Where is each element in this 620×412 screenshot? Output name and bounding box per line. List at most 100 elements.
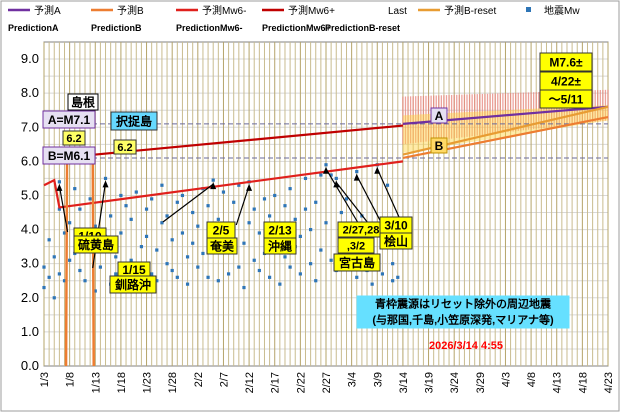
x-tick-label: 4/3 <box>500 372 512 387</box>
band-b-fill <box>402 105 608 153</box>
earthquake-point <box>139 245 144 249</box>
legend-mw6-minus-label: 予測Mw6- <box>202 4 246 17</box>
earthquake-point <box>319 173 323 177</box>
earthquake-point <box>98 265 102 269</box>
earthquake-point <box>62 279 67 283</box>
x-tick-label: 1/8 <box>65 372 77 387</box>
x-tick-label: 1/3 <box>39 372 51 387</box>
series-line-1 <box>43 160 404 209</box>
earthquake-point <box>185 255 190 259</box>
earthquake-point <box>216 279 220 283</box>
legend-last-label: Last <box>388 6 407 17</box>
earthquake-point <box>298 234 302 238</box>
earthquake-point <box>52 296 56 300</box>
annotation-0422: 4/22± <box>539 71 593 91</box>
annotation-arrow <box>235 185 250 226</box>
earthquake-point <box>165 262 169 266</box>
annotation-62-shimane: 6.2 <box>62 130 86 146</box>
annotation-arrowhead <box>353 173 360 181</box>
annotation-arrow <box>335 182 371 226</box>
series-line-0 <box>95 124 404 156</box>
earthquake-point <box>355 275 359 279</box>
earthquake-point <box>42 265 46 269</box>
annotation-a-m71-text: A=M7.1 <box>48 113 91 127</box>
annotation-arrowhead <box>323 166 329 174</box>
earthquake-point <box>129 258 133 262</box>
earthquake-point <box>185 282 190 286</box>
earthquake-point <box>180 193 185 198</box>
annotation-amami: 奄美 <box>206 237 238 255</box>
x-tick-label: 2/22 <box>295 372 307 393</box>
annotation-okinawa: 沖縄 <box>263 237 297 255</box>
earthquake-point <box>252 258 256 262</box>
annotation-arrowhead <box>102 180 109 188</box>
annotation-okinawa-text: 沖縄 <box>268 238 292 253</box>
earthquake-point <box>283 204 287 208</box>
x-tick-label: 1/18 <box>116 372 128 393</box>
annotation-shimane-box <box>67 93 99 111</box>
earthquake-point <box>57 207 61 211</box>
legend-predB-label: 予測B <box>117 4 144 17</box>
earthquake-point <box>262 197 267 201</box>
x-tick-label: 4/8 <box>526 372 538 387</box>
annotation-b-m61-text: B=M6.1 <box>48 149 91 163</box>
annotation-0115: 1/15 <box>117 261 151 278</box>
earthquake-point <box>144 234 149 238</box>
legend <box>8 7 531 12</box>
earthquake-point <box>385 183 390 187</box>
annotation-iwoto: 硫黄島 <box>73 235 119 254</box>
earthquake-point <box>150 197 154 201</box>
annotation-etorofu-box <box>110 111 158 131</box>
earthquake-point <box>88 197 92 201</box>
annotation-note-1: 青枠震源はリセット除外の周辺地震 <box>356 295 570 312</box>
earthquake-point <box>165 214 169 218</box>
annotation-arrowhead <box>374 166 381 174</box>
earthquake-point <box>309 227 313 232</box>
legend-predA-label: 予測A <box>34 4 61 17</box>
annotation-0213: 2/13 <box>263 221 297 239</box>
earthquake-point <box>324 163 328 167</box>
annotation-timestamp: 2026/3/14 4:55 <box>429 340 503 352</box>
x-tick-label: 3/9 <box>372 372 384 387</box>
earthquake-point <box>344 197 349 201</box>
annotation-0511-text: ～5/11 <box>549 92 584 106</box>
annotation-a-marker-box <box>430 107 448 124</box>
earthquake-point <box>68 221 72 225</box>
annotation-etorofu: 択捉島 <box>110 111 158 131</box>
earthquake-point <box>303 207 308 211</box>
y-tick-label: 0.0 <box>21 358 39 373</box>
legend-b-reset-label: 予測B-reset <box>444 4 496 17</box>
legend-predB-sub: PredictionB <box>91 23 142 33</box>
x-tick-label: 4/18 <box>577 372 589 393</box>
annotation-hiyama-text: 桧山 <box>384 233 408 248</box>
earthquake-point <box>221 190 226 194</box>
earthquake-point <box>196 265 200 269</box>
annotation-b-m61: B=M6.1 <box>42 146 96 165</box>
earthquake-point <box>180 231 185 235</box>
y-tick-label: 2.0 <box>21 290 39 305</box>
annotation-arrow <box>376 168 401 221</box>
annotation-shimane: 島根 <box>67 93 99 111</box>
earthquake-point <box>232 200 236 204</box>
legend-mw6-plus-sub: PredictionMw6+ <box>262 23 331 33</box>
y-tick-label: 8.0 <box>21 85 39 100</box>
annotation-amami-text: 奄美 <box>209 238 235 253</box>
x-tick-label: 4/23 <box>603 372 615 393</box>
annotation-0302: ,3/2 <box>337 237 375 254</box>
annotation-note-2-text: (与那国,千島,小笠原深発,マリアナ等) <box>372 312 554 326</box>
earthquake-point <box>124 204 128 208</box>
earthquake-point <box>47 238 51 242</box>
earthquake-point <box>170 268 174 273</box>
y-tick-label: 6.0 <box>21 153 39 168</box>
annotation-b-marker-text: B <box>435 139 444 153</box>
earthquake-point <box>324 221 328 225</box>
legend-mw6-minus-sub: PredictionMw6- <box>176 23 243 33</box>
earthquake-point <box>257 231 261 235</box>
annotation-arrowhead <box>56 183 63 191</box>
annotation-note-1-text: 青枠震源はリセット除外の周辺地震 <box>375 296 552 310</box>
earthquake-point <box>314 279 318 283</box>
earthquake-point <box>391 262 395 266</box>
x-tick-label: 3/14 <box>398 372 410 393</box>
annotation-0302-box <box>337 237 375 254</box>
